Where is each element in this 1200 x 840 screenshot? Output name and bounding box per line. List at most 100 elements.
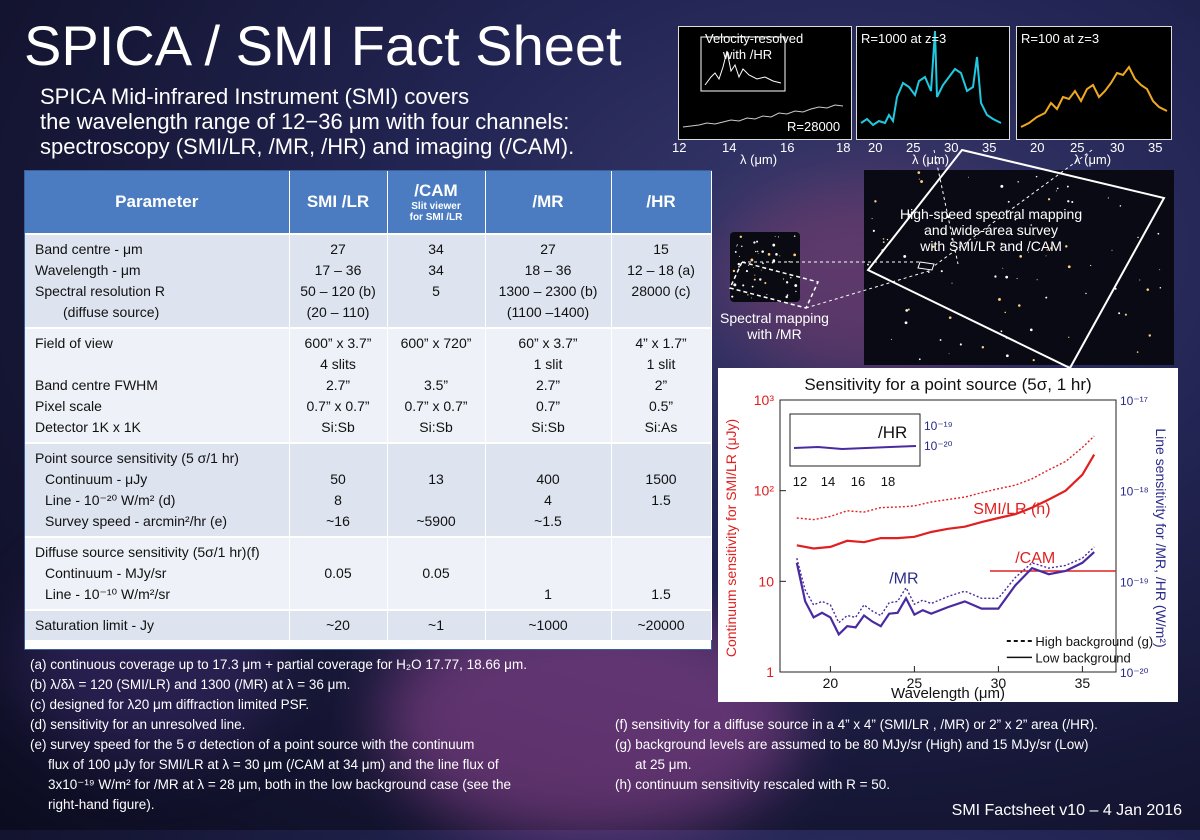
star — [1058, 241, 1061, 244]
cell-value: Band centre FWHM — [35, 377, 158, 393]
star — [1005, 275, 1009, 279]
cell-value: Line - 10⁻¹⁰ W/m²/sr — [45, 586, 171, 602]
hr-panel-label: Velocity-resolved — [705, 31, 804, 46]
lr-panel-label: R=100 at z=3 — [1021, 31, 1100, 46]
legend-high-label: High background (g) — [1035, 634, 1153, 649]
cell-value: 8 — [334, 492, 342, 508]
cell-lr: 600” x 3.7” 4 slits 2.7” 0.7” x 0.7” Si:Sb — [289, 327, 388, 443]
cell-value — [615, 448, 708, 469]
star — [932, 245, 935, 248]
cell-value: 4 — [544, 492, 552, 508]
star — [1007, 200, 1010, 203]
star — [1018, 304, 1021, 307]
cell-mr: 400 4 ~1.5 — [485, 442, 612, 537]
cell-value: 1500 — [645, 471, 677, 487]
mr-spectrum-line — [860, 30, 1002, 127]
cell-value: 15 — [653, 241, 669, 257]
star — [1016, 278, 1018, 280]
star — [756, 250, 759, 253]
chart-title: Sensitivity for a point source (5σ, 1 hr… — [804, 375, 1091, 394]
star — [882, 238, 885, 240]
cell-value: 50 — [330, 471, 346, 487]
x-axis-label: Wavelength (μm) — [891, 685, 1005, 702]
hr-zoom-box — [700, 36, 786, 92]
cell-value: Point source sensitivity (5 σ/1 hr) — [35, 450, 239, 466]
hr-inset-xtick: 18 — [881, 474, 895, 489]
table-row-group3: Point source sensitivity (5 σ/1 hr) Conti… — [25, 442, 712, 537]
cell-value: 13 — [428, 471, 444, 487]
header-parameter: Parameter — [25, 171, 290, 234]
y-axis-label-right: Line sensitivity for /MR, /HR (W/m²) — [1153, 428, 1169, 647]
star — [1052, 244, 1054, 246]
star — [747, 294, 749, 296]
table-row-group1: Band centre - μm Wavelength - μm Spectral … — [25, 233, 712, 328]
cell-value: 600” x 3.7” — [304, 335, 372, 351]
mr-xlabel: λ (μm) — [912, 152, 950, 167]
y-tick-label-left: 10² — [754, 483, 775, 499]
cell-value: 600” x 720” — [400, 335, 472, 351]
star — [908, 213, 911, 216]
cell-value: 1300 – 2300 (b) — [498, 283, 598, 299]
table-row-group2: Field of view Band centre FWHM Pixel scale… — [25, 327, 712, 443]
star — [1065, 245, 1068, 248]
hr-spectrum-panel: Velocity-resolved with /HR R=28000 — [678, 26, 852, 140]
y-axis-label-left: Continuum sensitivity for SMI/LR (μJy) — [723, 419, 739, 657]
cell-value: Si:Sb — [419, 419, 453, 435]
series-line-mr-low — [795, 551, 1095, 637]
y-tick-label-right: 10⁻¹⁷ — [1120, 394, 1148, 408]
header-lr: SMI /LR — [289, 171, 388, 234]
star — [905, 309, 909, 312]
star — [1148, 334, 1151, 337]
cell-value: (1100 –1400) — [506, 304, 590, 320]
cell-hr: 1500 1.5 — [611, 442, 712, 537]
parameter-table-container: Parameter SMI /LR /CAM Slit viewer for SMI… — [24, 170, 712, 650]
hr-inset-xtick: 16 — [851, 474, 865, 489]
cell-value: Line - 10⁻²⁰ W/m² (d) — [45, 492, 176, 508]
cell-value: 27 — [540, 241, 556, 257]
x-tick-label: 25 — [907, 675, 923, 691]
mr-tick: 30 — [944, 140, 959, 155]
cell-value: 18 – 36 — [524, 262, 572, 278]
star — [733, 283, 737, 287]
y-tick-label-right: 10⁻²⁰ — [1120, 666, 1149, 680]
cell-value: ~20000 — [637, 617, 685, 633]
header-cam-sub: for SMI /LR — [409, 212, 463, 223]
cell-value: 60” x 3.7” — [518, 335, 578, 351]
zoom-connector — [933, 149, 1093, 267]
star — [786, 294, 789, 296]
star — [1000, 330, 1003, 333]
star — [1046, 249, 1048, 251]
mr-caption-line: Spectral mapping — [720, 310, 829, 326]
star — [948, 316, 952, 320]
star — [736, 245, 738, 247]
table-header-row: Parameter SMI /LR /CAM Slit viewer for SMI… — [25, 171, 712, 234]
cam-label: /CAM — [1015, 550, 1055, 567]
cell-lr: 27 17 – 36 50 – 120 (b) (20 – 110) — [289, 233, 388, 328]
star — [1159, 269, 1161, 271]
cell-mr: ~1000 — [485, 609, 612, 640]
star — [874, 200, 877, 203]
mr-spectrum-panel: R=1000 at z=3 — [856, 26, 1010, 140]
star — [751, 297, 752, 299]
cell-value: Survey speed - arcmin²/hr (e) — [45, 513, 228, 529]
star — [917, 171, 921, 174]
cell-value: 1.5 — [651, 492, 671, 508]
y-tick-label-left: 10 — [758, 573, 774, 589]
plot-frame — [779, 399, 1117, 673]
cell-value — [489, 448, 608, 469]
star — [1012, 250, 1014, 252]
hr-tick: 14 — [722, 140, 737, 155]
star — [785, 281, 789, 284]
star — [1019, 254, 1023, 258]
star — [1107, 197, 1109, 199]
cell-value: 0.05 — [422, 565, 450, 581]
mr-spectrum-plot — [860, 30, 1002, 127]
cell-mr: 27 18 – 36 1300 – 2300 (b) (1100 –1400) — [485, 233, 612, 328]
cell-value: 400 — [536, 471, 560, 487]
lr-tick: 30 — [1110, 140, 1125, 155]
cell-value — [615, 511, 708, 532]
star — [738, 265, 740, 268]
survey-caption-line: with SMI/LR and /CAM — [920, 238, 1062, 254]
hr-inset-ytick: 10⁻¹⁹ — [924, 419, 953, 433]
y-tick-label-right: 10⁻¹⁹ — [1120, 575, 1149, 589]
